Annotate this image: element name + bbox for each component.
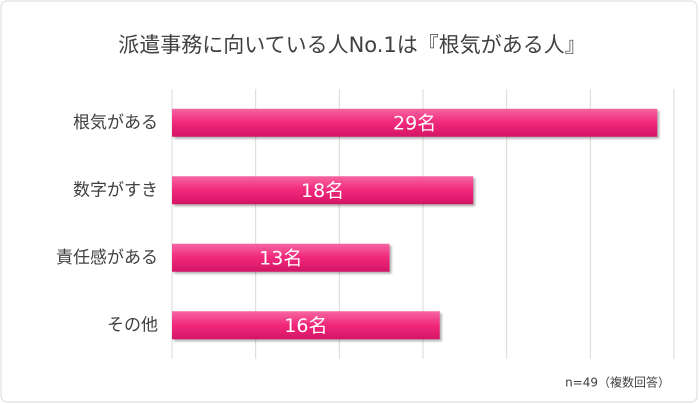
data-label: 13名 xyxy=(259,247,302,269)
chart-title: 派遣事務に向いている人No.1は『根気がある人』 xyxy=(118,33,586,57)
bar xyxy=(172,311,440,340)
y-tick-label: 数字がすき xyxy=(73,180,158,200)
bar xyxy=(172,176,474,205)
y-tick-label: 責任感がある xyxy=(56,248,158,268)
y-tick-label: その他 xyxy=(107,315,158,335)
bar xyxy=(172,108,658,137)
data-label: 29名 xyxy=(393,112,436,134)
annotation: n=49（複数回答） xyxy=(565,375,670,390)
data-label: 18名 xyxy=(301,180,344,202)
data-label: 16名 xyxy=(284,315,327,337)
bar xyxy=(172,243,390,272)
y-tick-label: 根気がある xyxy=(73,113,158,133)
